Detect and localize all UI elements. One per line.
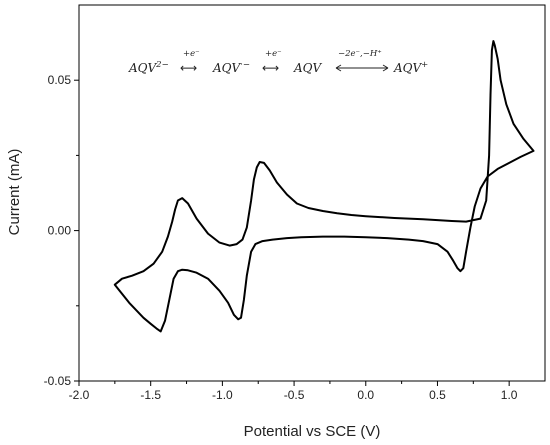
reduction-arrow-1: ⟷ (180, 61, 197, 75)
oxidation-arrow-left-head (335, 64, 342, 72)
y-axis-ticks: -0.05 0.00 0.05 (44, 73, 79, 388)
x-tick-label: 0.0 (357, 388, 374, 402)
cv-curve-line (113, 40, 535, 333)
plot-frame (78, 4, 546, 382)
x-tick-label: -0.5 (284, 388, 305, 402)
species-aqv-radical: AQV·− (212, 60, 250, 75)
x-tick-label: 1.0 (501, 388, 518, 402)
species-aqv-plus: AQV+ (393, 60, 428, 75)
y-tick-label: 0.05 (48, 73, 72, 87)
y-axis-title: Current (mA) (6, 149, 23, 236)
x-tick-label: -1.0 (212, 388, 233, 402)
x-axis-title: Potential vs SCE (V) (244, 423, 381, 440)
step-label-3: −2e⁻,−H⁺ (338, 49, 382, 59)
oxidation-arrow-right-head (382, 64, 389, 72)
y-tick-label: 0.00 (48, 224, 72, 238)
step-label-2: +e⁻ (265, 49, 282, 59)
reaction-equation-annotation: AQV2− ⟷ +e⁻ AQV·− ⟷ +e⁻ AQV −2e⁻,−H⁺ AQV… (128, 49, 428, 75)
x-tick-label: -2.0 (69, 388, 90, 402)
y-tick-label: -0.05 (44, 374, 72, 388)
x-tick-label: -1.5 (140, 388, 161, 402)
x-axis-ticks: -2.0 -1.5 -1.0 -0.5 0.0 0.5 1.0 (69, 381, 518, 402)
x-tick-label: 0.5 (429, 388, 446, 402)
species-aqv2minus: AQV2− (128, 60, 169, 75)
reduction-arrow-2: ⟷ (262, 61, 279, 75)
step-label-1: +e⁻ (183, 49, 200, 59)
species-aqv-neutral: AQV (293, 61, 323, 75)
plot-border (78, 4, 546, 382)
